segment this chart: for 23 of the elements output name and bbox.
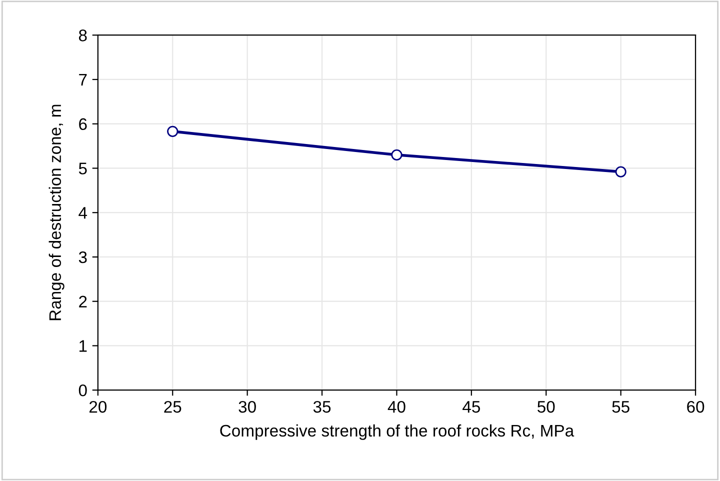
x-tick-label: 40 — [388, 400, 406, 413]
point — [391, 149, 402, 160]
point — [615, 166, 626, 178]
point — [167, 126, 178, 137]
x-axis-title: Compressive strength of the roof rocks Rc, MPa — [220, 424, 574, 440]
y-tick-label: 4 — [78, 207, 88, 219]
x-tick-label: 45 — [462, 401, 480, 413]
y-tick-label: 2 — [79, 296, 87, 308]
x-tick-label: 20 — [89, 400, 107, 413]
x-tick-label: 30 — [238, 400, 256, 413]
y-tick-label: 6 — [79, 118, 87, 130]
y-tick-label: 1 — [80, 340, 87, 352]
y-tick-label: 0 — [78, 384, 87, 396]
y-axis-title: Range of destruction zone, m — [48, 104, 64, 320]
x-tick-label: 60 — [687, 400, 704, 413]
y-tick-label: 3 — [78, 251, 87, 264]
x-tick-label: 55 — [612, 401, 630, 413]
x-tick-label: 50 — [538, 400, 555, 413]
x-tick-label: 25 — [164, 400, 182, 413]
y-tick-label: 5 — [78, 162, 87, 174]
y-tick-label: 8 — [78, 30, 87, 42]
y-tick-label: 7 — [79, 74, 87, 86]
x-tick-label: 35 — [313, 400, 331, 413]
